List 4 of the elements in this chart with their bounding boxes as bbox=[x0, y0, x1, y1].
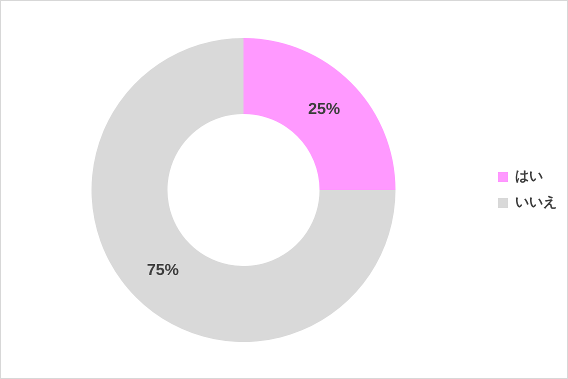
legend-label: はい bbox=[515, 168, 543, 185]
data-label: 75% bbox=[146, 262, 179, 280]
data-label: 25% bbox=[308, 100, 340, 118]
legend-label: いいえ bbox=[515, 194, 557, 211]
